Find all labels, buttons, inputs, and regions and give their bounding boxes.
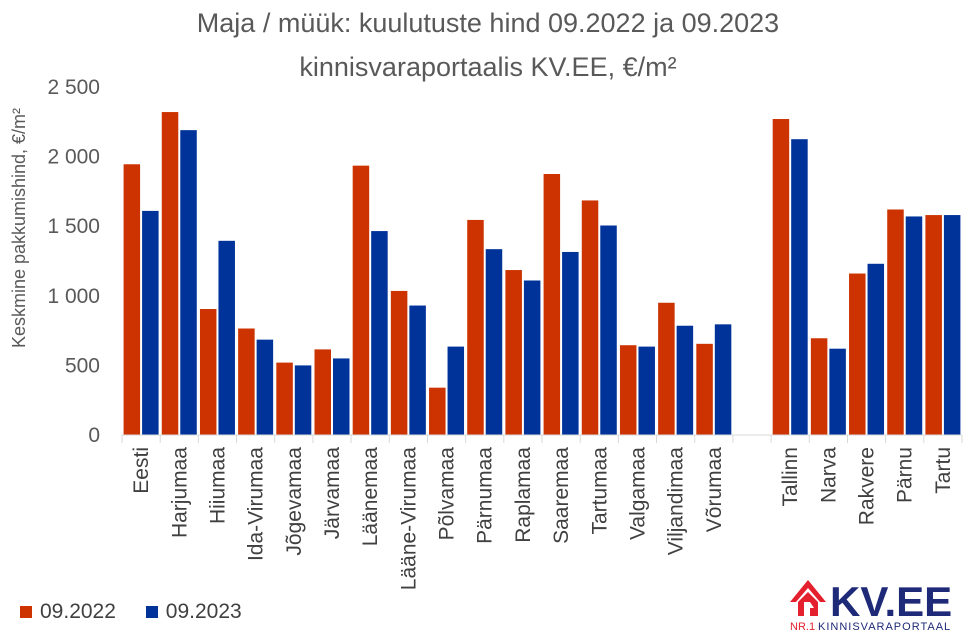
bar-09.2022-Narva [810,338,828,435]
bar-09.2023-Tartu [943,215,961,435]
y-axis-label: Keskmine pakkumishind, €/m² [9,108,29,348]
bar-09.2023-Jõgevamaa [294,365,312,435]
bar-09.2022-Valgamaa [619,345,637,435]
y-tick-label: 2 500 [47,76,100,99]
bar-09.2022-Raplamaa [505,270,522,435]
bar-09.2022-Hiiumaa [199,309,217,435]
x-tick-label: Võrumaa [703,447,726,533]
bar-09.2022-Pärnumaa [467,219,484,435]
bar-09.2023-Saaremaa [562,251,579,435]
bar-09.2022-Jõgevamaa [276,362,293,435]
bar-09.2023-Pärnu [905,216,923,435]
legend-label-2022: 09.2022 [40,600,116,623]
bar-09.2023-Tartumaa [600,225,617,435]
legend-item-2022: 09.2022 [20,600,116,624]
bar-09.2023-Võrumaa [714,324,732,435]
x-tick-label: Jõgevamaa [283,447,306,556]
bar-09.2022-Järvamaa [314,349,331,435]
logo-tagline: KINNISVARAPORTAAL [818,621,951,632]
legend-item-2023: 09.2023 [145,600,242,624]
bar-09.2022-Eesti [123,164,141,436]
bar-09.2022-Viljandimaa [658,302,675,435]
x-tick-label: Pärnumaa [474,447,497,544]
bars [123,112,961,436]
bar-09.2022-Lääne-Virumaa [390,290,408,435]
y-axis: 0 500 1 000 1 500 2 000 2 500 [47,76,100,447]
x-tick-label: Tartumaa [588,447,611,535]
legend-swatch-2022 [20,606,32,618]
bar-09.2022-Tallinn [772,119,790,436]
bar-09.2022-Võrumaa [696,343,713,435]
y-tick-label: 2 000 [47,146,100,169]
bar-09.2022-Põlvamaa [429,387,446,435]
bar-09.2023-Hiiumaa [218,240,235,435]
kv-ee-logo: KV.EE NR.1 KINNISVARAPORTAAL [790,578,952,632]
x-tick-label: Viljandimaa [665,447,688,555]
bar-09.2022-Tartumaa [581,200,599,435]
legend-label-2023: 09.2023 [165,600,242,623]
y-tick-label: 1 000 [47,285,100,308]
x-tick-label: Saaremaa [550,447,573,544]
x-tick-label: Tallinn [779,447,802,507]
bar-09.2022-Saaremaa [543,174,561,435]
bar-09.2023-Põlvamaa [447,346,465,435]
bar-09.2023-Eesti [142,210,159,435]
chart-subtitle: kinnisvaraportaalis KV.EE, €/m² [299,52,677,82]
bar-09.2022-Harjumaa [161,112,179,435]
x-tick-label: Valgamaa [626,447,649,540]
x-tick-label: Järvamaa [321,447,344,540]
bar-09.2023-Rakvere [867,263,885,435]
x-tick-label: Põlvamaa [436,447,459,541]
bar-09.2023-Järvamaa [333,358,350,435]
y-tick-label: 1 500 [47,215,100,238]
x-tick-label: Harjumaa [168,447,191,538]
logo-text: KV.EE [830,578,952,625]
x-tick-label: Raplamaa [512,447,535,543]
y-tick-label: 500 [65,354,100,377]
x-tick-label: Lääne-Virumaa [397,447,420,591]
x-tick-label: Ida-Virumaa [245,447,268,561]
x-tick-label: Rakvere [856,447,879,525]
x-axis-ticks [121,435,963,443]
x-tick-label: Eesti [130,447,153,494]
bar-09.2023-Narva [829,348,846,435]
bar-09.2023-Raplamaa [523,280,541,435]
x-tick-label: Läänemaa [359,447,382,547]
bar-09.2023-Tallinn [791,139,808,435]
chart-title: Maja / müük: kuulutuste hind 09.2022 ja … [196,8,780,38]
bar-09.2023-Valgamaa [638,346,655,435]
x-tick-label: Tartu [932,447,955,494]
bar-09.2023-Harjumaa [180,130,197,436]
legend-swatch-2023 [145,606,158,618]
bar-09.2022-Ida-Virumaa [238,328,255,435]
logo-tagline-prefix: NR.1 [790,621,815,632]
x-axis-labels: Eesti Harjumaa Hiiumaa Ida-Virumaa Jõgevamaa… [130,447,955,591]
bar-09.2023-Viljandimaa [676,325,694,435]
bar-09.2023-Läänemaa [371,231,388,435]
legend: 09.2022 09.2023 [20,600,266,624]
bar-09.2022-Läänemaa [352,165,370,435]
bar-09.2023-Pärnumaa [485,249,503,435]
bar-09.2022-Tartu [925,215,942,435]
bar-09.2022-Rakvere [849,273,866,435]
x-tick-label: Narva [817,447,840,503]
y-tick-label: 0 [88,424,100,447]
bar-09.2023-Ida-Virumaa [256,339,274,435]
bar-09.2022-Pärnu [887,209,904,435]
x-tick-label: Pärnu [894,447,917,503]
bar-09.2023-Lääne-Virumaa [409,305,426,435]
house-icon [790,580,826,616]
x-tick-label: Hiiumaa [206,447,229,524]
